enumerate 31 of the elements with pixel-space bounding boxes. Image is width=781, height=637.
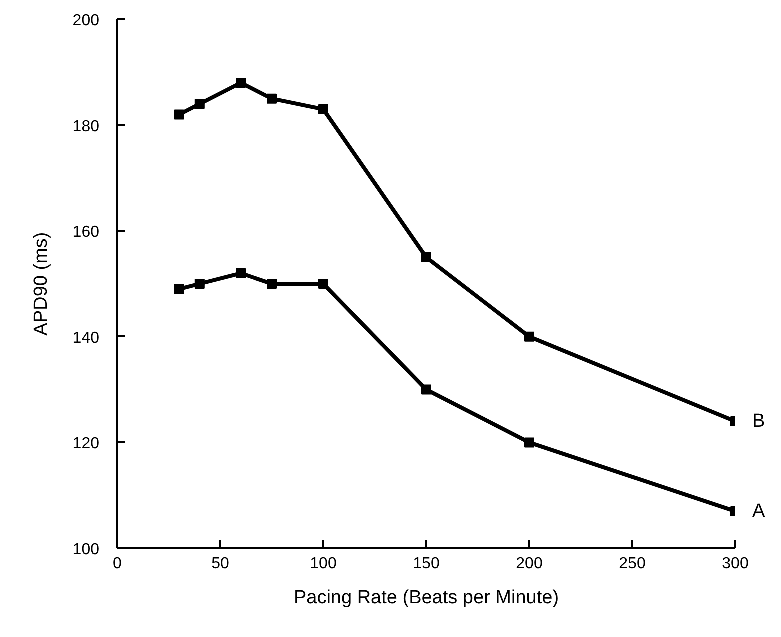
point — [318, 279, 328, 289]
point — [194, 99, 205, 110]
x-tick-label: 200 — [516, 556, 543, 572]
point — [524, 438, 534, 448]
y-tick-label: 140 — [72, 330, 100, 347]
point — [267, 279, 277, 289]
x-tick-label: 0 — [113, 556, 122, 572]
series-label: B — [752, 411, 766, 432]
point — [236, 268, 246, 278]
y-tick-label: 120 — [72, 436, 100, 453]
point — [194, 279, 205, 289]
point — [267, 94, 277, 104]
point — [174, 110, 184, 120]
x-tick-label: 50 — [212, 556, 230, 572]
x-tick-label: 100 — [310, 556, 337, 572]
x-tick-label: 250 — [619, 556, 646, 572]
x-tick-label: 300 — [722, 556, 749, 572]
point — [318, 104, 328, 114]
x-tick-label: 150 — [413, 556, 440, 572]
series-label: A — [752, 500, 766, 522]
point — [174, 284, 184, 294]
y-tick-label: 160 — [72, 224, 100, 242]
point — [524, 332, 534, 342]
point — [422, 252, 432, 263]
point — [236, 78, 246, 88]
y-tick-label: 180 — [72, 118, 100, 136]
y-axis-title: APD90 (ms) — [30, 232, 52, 336]
point — [422, 384, 432, 395]
y-tick-label: 100 — [72, 542, 100, 558]
x-axis-title: Pacing Rate (Beats per Minute) — [294, 588, 560, 608]
y-tick-label: 200 — [72, 12, 100, 30]
